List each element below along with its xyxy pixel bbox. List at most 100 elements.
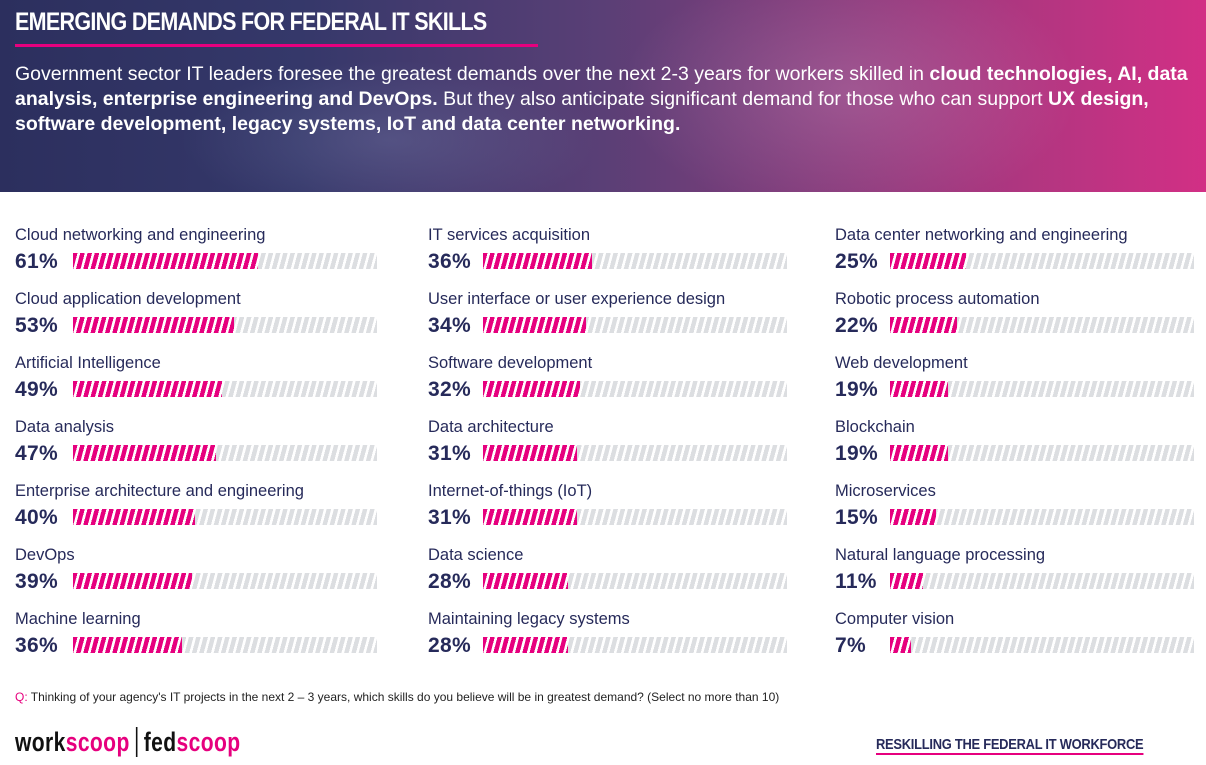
skill-item: Internet-of-things (IoT) 31% [428, 478, 808, 538]
logo-divider [135, 727, 138, 757]
skill-label: Computer vision [835, 610, 955, 628]
skill-label: Natural language processing [835, 546, 1046, 564]
bar-fill [483, 253, 593, 269]
bar-fill [483, 445, 578, 461]
survey-question: Q: Thinking of your agency's IT projects… [15, 690, 779, 704]
bar-track [73, 445, 377, 461]
bar-fill [73, 253, 259, 269]
bar-fill [890, 317, 957, 333]
skill-percentage: 36% [15, 634, 58, 657]
skill-item: Cloud application development 53% [15, 286, 395, 346]
skill-percentage: 32% [428, 378, 471, 401]
logo-fedscoop: fedscoop [144, 727, 241, 757]
skill-percentage: 36% [428, 250, 471, 273]
logo-workscoop: workscoop [15, 727, 130, 757]
bar-fill [890, 637, 912, 653]
bar-track [890, 381, 1194, 397]
skill-label: Robotic process automation [835, 290, 1040, 308]
bar-fill [73, 573, 192, 589]
bar-track [483, 509, 787, 525]
skill-label: Data science [428, 546, 524, 564]
skill-item: DevOps 39% [15, 542, 395, 602]
intro-text: Government sector IT leaders foresee the… [15, 63, 930, 85]
skill-label: Internet-of-things (IoT) [428, 482, 593, 500]
bar-track [483, 317, 787, 333]
bar-track [890, 253, 1194, 269]
skill-item: Enterprise architecture and engineering 4… [15, 478, 395, 538]
bar-track [73, 637, 377, 653]
bar-track [73, 381, 377, 397]
page-title: EMERGING DEMANDS FOR FEDERAL IT SKILLS [15, 8, 487, 36]
skill-item: Blockchain 19% [835, 414, 1206, 474]
bar-track [483, 445, 787, 461]
bar-track [890, 573, 1194, 589]
bar-track [73, 253, 377, 269]
skill-label: Microservices [835, 482, 936, 500]
bar-fill [73, 445, 216, 461]
bar-track [890, 445, 1194, 461]
logo-text-dark: fed [143, 727, 177, 757]
skill-item: Robotic process automation 22% [835, 286, 1206, 346]
logo-text-pink: scoop [176, 727, 241, 757]
intro-highlight: cloud technologies, AI, data analysis, e… [15, 63, 1188, 110]
background-image-overlay [180, 60, 600, 192]
bar-fill [73, 317, 235, 333]
skill-item: Cloud networking and engineering 61% [15, 222, 395, 282]
reskilling-link[interactable]: RESKILLING THE FEDERAL IT WORKFORCE [876, 736, 1144, 755]
bar-fill [73, 637, 183, 653]
bar-fill [890, 509, 936, 525]
bar-fill [890, 445, 948, 461]
bar-fill [73, 381, 222, 397]
bar-fill [73, 509, 195, 525]
bar-track [483, 253, 787, 269]
intro-paragraph: Government sector IT leaders foresee the… [15, 62, 1195, 137]
skill-item: Data analysis 47% [15, 414, 395, 474]
skill-percentage: 47% [15, 442, 58, 465]
skill-item: Computer vision 7% [835, 606, 1206, 666]
skill-item: Maintaining legacy systems 28% [428, 606, 808, 666]
skill-percentage: 25% [835, 250, 878, 273]
skill-label: Web development [835, 354, 968, 372]
skill-percentage: 7% [835, 634, 866, 657]
bar-fill [483, 317, 587, 333]
bar-fill [483, 381, 581, 397]
skill-label: Blockchain [835, 418, 915, 436]
skill-label: Data architecture [428, 418, 554, 436]
bar-track [73, 317, 377, 333]
skill-item: Software development 32% [428, 350, 808, 410]
bar-track [483, 637, 787, 653]
skill-percentage: 19% [835, 378, 878, 401]
bar-fill [483, 509, 578, 525]
skill-item: Data architecture 31% [428, 414, 808, 474]
bar-track [890, 317, 1194, 333]
skill-label: Data center networking and engineering [835, 226, 1128, 244]
bar-track [890, 637, 1194, 653]
skill-label: Cloud application development [15, 290, 241, 308]
bar-track [73, 509, 377, 525]
skill-label: Cloud networking and engineering [15, 226, 266, 244]
skill-item: Artificial Intelligence 49% [15, 350, 395, 410]
bar-track [73, 573, 377, 589]
intro-text: But they also anticipate significant dem… [437, 88, 1048, 110]
skill-label: Maintaining legacy systems [428, 610, 630, 628]
bar-fill [483, 637, 569, 653]
skill-percentage: 19% [835, 442, 878, 465]
skill-label: Software development [428, 354, 593, 372]
skill-label: DevOps [15, 546, 75, 564]
skill-item: Machine learning 36% [15, 606, 395, 666]
skill-item: Microservices 15% [835, 478, 1206, 538]
skill-percentage: 40% [15, 506, 58, 529]
intro-highlight: UX design, software development, legacy … [15, 88, 1149, 135]
question-text: Thinking of your agency's IT projects in… [27, 690, 780, 704]
background-image-overlay [620, 0, 1080, 192]
skill-percentage: 61% [15, 250, 58, 273]
skill-item: Data science 28% [428, 542, 808, 602]
brand-logo: workscoop fedscoop [15, 727, 240, 758]
logo-text-pink: scoop [65, 727, 130, 757]
bar-fill [890, 253, 966, 269]
skill-label: User interface or user experience design [428, 290, 726, 308]
skill-percentage: 22% [835, 314, 878, 337]
bar-track [483, 573, 787, 589]
skill-percentage: 49% [15, 378, 58, 401]
bar-fill [890, 381, 948, 397]
